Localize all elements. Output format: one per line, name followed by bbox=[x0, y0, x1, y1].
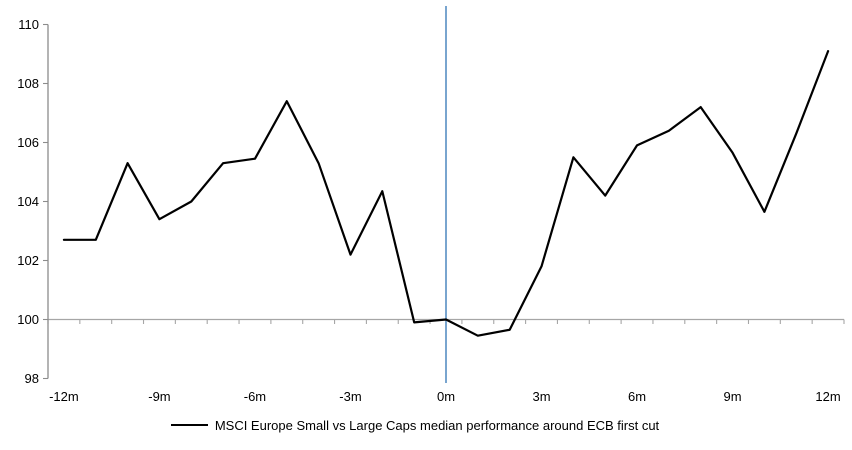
y-axis-label: 104 bbox=[17, 194, 39, 209]
data-series-line bbox=[62, 49, 830, 337]
y-axis-label: 108 bbox=[17, 76, 39, 91]
y-axis-labels: 98 100 102 104 106 108 110 bbox=[17, 17, 39, 386]
legend-line-sample bbox=[170, 424, 208, 426]
y-axis-label: 102 bbox=[17, 253, 39, 268]
y-axis-ticks bbox=[43, 23, 48, 380]
x-axis-label: 9m bbox=[724, 389, 742, 404]
legend-label: MSCI Europe Small vs Large Caps median p… bbox=[214, 417, 660, 433]
y-axis-label: 98 bbox=[25, 371, 39, 386]
y-axis-label: 110 bbox=[18, 17, 39, 32]
x-axis-label: -9m bbox=[148, 389, 170, 404]
x-axis-label: 3m bbox=[532, 389, 550, 404]
x-axis-label: -12m bbox=[49, 389, 79, 404]
x-axis-labels: -12m -9m -6m -3m 0m 3m 6m 9m 12m bbox=[49, 389, 841, 404]
x-axis-label: -3m bbox=[339, 389, 361, 404]
x-axis-label: 6m bbox=[628, 389, 646, 404]
y-axis-label: 106 bbox=[17, 135, 39, 150]
legend: MSCI Europe Small vs Large Caps median p… bbox=[0, 416, 841, 434]
x-axis-label: 0m bbox=[437, 389, 455, 404]
y-axis-label: 100 bbox=[17, 312, 39, 327]
x-axis-label: -6m bbox=[244, 389, 266, 404]
x-axis-label: 12m bbox=[815, 389, 840, 404]
